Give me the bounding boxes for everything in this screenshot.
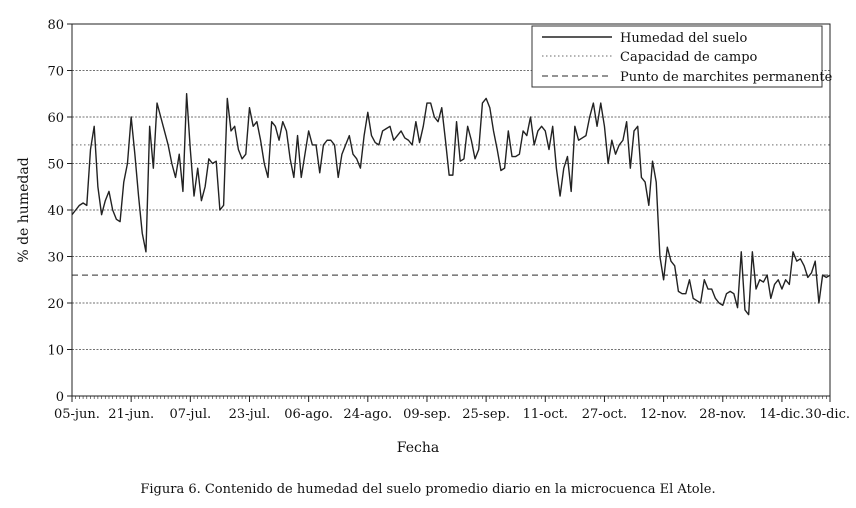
legend-label-soil-moisture: Humedad del suelo: [620, 31, 747, 46]
x-tick-label: 06-ago.: [284, 407, 333, 422]
figure-caption: Figura 6. Contenido de humedad del suelo…: [140, 482, 716, 497]
y-tick-label: 80: [47, 18, 64, 33]
y-axis-label: % de humedad: [16, 157, 32, 262]
series-line-soil-moisture: [71, 93, 831, 316]
x-tick-label: 11-oct.: [523, 407, 568, 422]
x-tick-labels: 05-jun. 21-jun. 07-jul. 23-jul. 06-ago. 24-ag…: [54, 396, 850, 422]
x-tick-label: 07-jul.: [170, 407, 212, 422]
y-tick-label: 60: [47, 111, 64, 126]
chart-svg: 0 10 20 30 40 50 60 70 80 05-jun. 21-jun. 07-jul. 2…: [16, 18, 850, 456]
legend-box: [531, 25, 823, 88]
y-tick-label: 70: [47, 65, 64, 80]
x-tick-label: 21-jun.: [108, 407, 154, 422]
grid-lines: [72, 70, 830, 350]
y-tick-label: 40: [47, 204, 64, 219]
x-tick-label: 24-ago.: [343, 407, 392, 422]
x-tick-label: 09-sep.: [403, 407, 451, 422]
y-tick-labels: 0 10 20 30 40 50 60 70 80: [47, 18, 72, 405]
x-tick-label: 27-oct.: [582, 407, 627, 422]
y-tick-label: 0: [56, 390, 64, 405]
y-tick-label: 30: [47, 251, 64, 266]
x-tick-label: 25-sep.: [462, 407, 510, 422]
legend-label-field-capacity: Capacidad de campo: [620, 50, 758, 65]
reference-lines: [72, 144, 830, 276]
y-tick-label: 50: [47, 158, 64, 173]
x-tick-label: 30-dic.: [805, 407, 850, 422]
y-tick-label: 10: [47, 344, 64, 359]
legend-label-wilting-point: Punto de marchites permanente: [620, 70, 833, 85]
x-tick-label: 23-jul.: [229, 407, 271, 422]
x-tick-label: 12-nov.: [640, 407, 687, 422]
legend: Humedad del suelo Capacidad de campo Pun…: [531, 25, 833, 88]
x-axis-label: Fecha: [397, 440, 439, 456]
x-tick-label: 05-jun.: [54, 407, 100, 422]
data-series: [71, 93, 831, 316]
x-tick-label: 14-dic.: [760, 407, 805, 422]
x-tick-label: 28-nov.: [699, 407, 746, 422]
y-tick-label: 20: [47, 297, 64, 312]
